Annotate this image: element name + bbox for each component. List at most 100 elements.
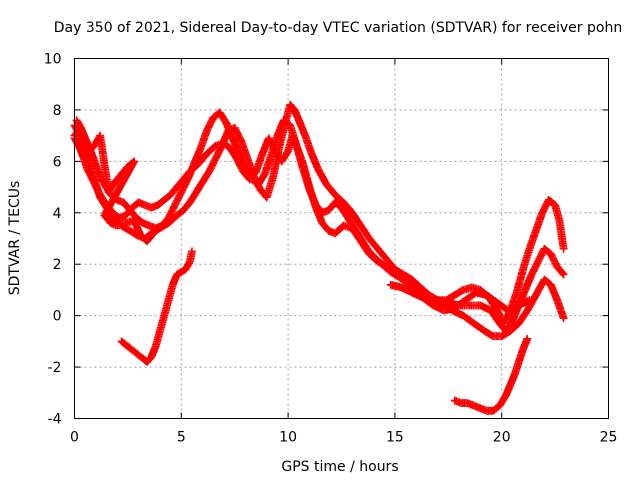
data-point	[173, 207, 187, 220]
data-point	[164, 212, 180, 228]
data-point	[254, 171, 268, 189]
data-point	[343, 213, 358, 231]
data-point	[96, 131, 113, 195]
data-point	[215, 108, 230, 126]
data-point	[356, 221, 373, 242]
data-point	[130, 347, 144, 360]
data-point	[188, 247, 196, 256]
data-point	[83, 165, 97, 185]
data-point	[482, 291, 501, 306]
y-tick-label: 0	[53, 309, 62, 325]
data-point	[87, 140, 99, 153]
data-point	[531, 210, 546, 235]
data-point	[273, 117, 288, 140]
data-point	[305, 185, 320, 208]
data-point	[164, 202, 179, 222]
data-point	[173, 268, 184, 279]
data-point	[292, 141, 307, 172]
data-point	[405, 280, 424, 296]
data-point	[512, 267, 527, 297]
x-tick-label: 0	[70, 430, 79, 446]
x-tick-labels: 0 5 10 15 20 25	[70, 430, 617, 446]
data-point	[183, 161, 198, 184]
data-point	[286, 100, 298, 113]
x-tick-label: 15	[386, 430, 404, 446]
data-point	[365, 234, 381, 252]
data-point	[241, 165, 255, 182]
data-point	[143, 354, 155, 366]
data-point	[480, 327, 496, 340]
data-point	[181, 259, 193, 274]
data-point	[149, 229, 158, 238]
data-point	[506, 320, 522, 336]
series-track-e	[117, 247, 196, 366]
y-tick-label: 8	[53, 103, 62, 119]
data-point	[544, 195, 558, 208]
x-tick-label: 25	[600, 430, 618, 446]
data-point	[356, 234, 371, 252]
chart-title: Day 350 of 2021, Sidereal Day-to-day VTE…	[54, 20, 622, 36]
data-point	[525, 296, 534, 305]
axis-ticks	[74, 58, 609, 419]
series-track-g	[386, 280, 534, 315]
data-point	[540, 275, 554, 288]
data-point	[111, 171, 125, 186]
data-point	[318, 219, 332, 234]
data-point	[160, 191, 174, 204]
data-point	[196, 128, 211, 153]
data-point	[117, 337, 131, 350]
data-point	[237, 136, 251, 162]
data-point	[202, 143, 219, 158]
data-point	[378, 260, 394, 275]
data-point	[130, 216, 145, 239]
data-point	[230, 123, 245, 144]
data-point	[205, 156, 219, 176]
data-point	[521, 272, 535, 294]
data-point	[177, 266, 189, 276]
data-point	[559, 270, 568, 279]
data-point	[192, 179, 206, 197]
data-point	[369, 252, 385, 268]
data-point	[337, 203, 351, 221]
data-point	[294, 116, 309, 139]
data-point	[279, 116, 293, 129]
data-point	[322, 180, 338, 198]
data-point	[190, 146, 204, 168]
data-point	[559, 314, 568, 323]
data-point	[198, 169, 213, 186]
data-point	[74, 126, 86, 139]
data-point	[331, 198, 345, 211]
data-point	[519, 246, 533, 274]
data-point	[79, 131, 91, 146]
data-point	[339, 198, 356, 216]
data-point	[267, 133, 281, 161]
data-point	[185, 189, 200, 207]
plot-frame	[74, 58, 609, 419]
data-point	[395, 273, 413, 288]
data-point	[495, 392, 510, 410]
series-track-d	[70, 126, 158, 246]
series-track-c	[72, 108, 568, 341]
data-point	[531, 277, 548, 300]
data-point	[386, 267, 402, 281]
data-point	[523, 334, 532, 343]
data-point	[170, 189, 185, 210]
data-point	[166, 184, 180, 199]
data-point	[252, 151, 266, 176]
data-point	[469, 319, 488, 335]
y-tick-label: -4	[48, 412, 62, 428]
data-point	[450, 297, 469, 312]
y-axis-label: SDTVAR / TECUs	[7, 181, 23, 296]
data-point	[487, 306, 503, 326]
data-point	[260, 153, 275, 179]
data-point	[123, 342, 137, 355]
data-point	[450, 286, 466, 300]
data-point	[177, 177, 191, 197]
data-point	[179, 199, 193, 215]
data-point	[101, 157, 139, 218]
data-point	[286, 121, 301, 149]
x-axis-label: GPS time / hours	[281, 459, 398, 475]
data-point	[559, 244, 568, 253]
data-point	[299, 165, 313, 192]
